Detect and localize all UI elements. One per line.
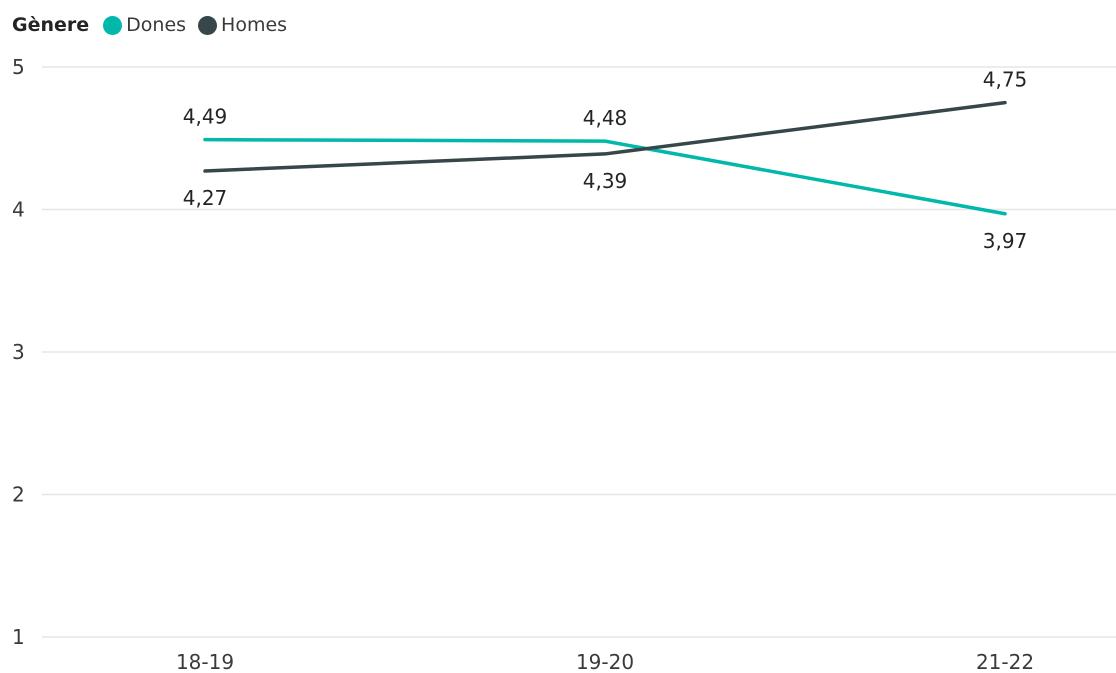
series-line-dones (203, 137, 1007, 216)
legend-item-dones[interactable]: Dones (103, 14, 186, 36)
data-label-homes-19-20: 4,39 (583, 169, 628, 193)
y-tick-label-3: 3 (12, 340, 25, 364)
data-label-dones-18-19: 4,49 (183, 105, 228, 129)
legend-title: Gènere (12, 14, 90, 36)
data-label-dones-21-22: 3,97 (983, 229, 1028, 253)
x-tick-label-21-22: 21-22 (976, 650, 1034, 673)
series-lines (203, 100, 1007, 216)
x-axis: 18-19 19-20 21-22 (176, 650, 1034, 673)
series-line-homes (203, 100, 1007, 173)
legend: Gènere Dones Homes (12, 12, 293, 38)
data-label-dones-19-20: 4,48 (583, 106, 628, 130)
data-labels: 4,49 4,48 3,97 4,27 4,39 4,75 (183, 68, 1028, 253)
y-tick-label-4: 4 (12, 198, 25, 222)
gridlines (42, 66, 1116, 638)
legend-label-homes: Homes (221, 14, 288, 36)
y-tick-label-2: 2 (12, 483, 25, 507)
legend-dot-dones-icon (103, 15, 123, 35)
x-tick-label-18-19: 18-19 (176, 650, 234, 673)
data-label-homes-18-19: 4,27 (183, 186, 228, 210)
legend-dot-homes-icon (198, 15, 218, 35)
y-tick-label-5: 5 (12, 55, 25, 79)
legend-item-homes[interactable]: Homes (198, 14, 287, 36)
y-axis: 1 2 3 4 5 (12, 55, 25, 649)
data-label-homes-21-22: 4,75 (983, 68, 1028, 92)
x-tick-label-19-20: 19-20 (576, 650, 634, 673)
legend-label-dones: Dones (126, 14, 187, 36)
y-tick-label-1: 1 (12, 625, 25, 649)
